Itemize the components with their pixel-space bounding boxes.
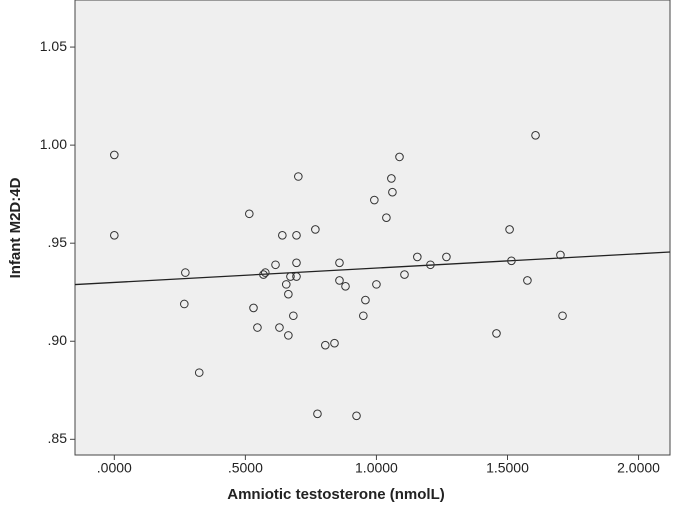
data-point bbox=[413, 252, 422, 262]
data-point bbox=[292, 272, 301, 281]
data-point bbox=[531, 131, 540, 140]
data-point bbox=[180, 299, 189, 309]
data-point bbox=[110, 150, 119, 160]
data-point bbox=[278, 231, 287, 240]
data-point bbox=[313, 409, 322, 419]
x-tick-label: .5000 bbox=[228, 460, 263, 476]
data-point bbox=[492, 329, 501, 338]
data-point bbox=[372, 280, 381, 289]
data-point bbox=[382, 213, 391, 222]
data-point bbox=[505, 225, 514, 234]
data-point bbox=[249, 303, 258, 313]
data-point bbox=[271, 260, 280, 270]
data-point bbox=[341, 282, 350, 291]
data-point bbox=[275, 323, 284, 332]
data-point bbox=[335, 276, 344, 285]
data-point bbox=[311, 225, 320, 234]
data-point bbox=[294, 172, 303, 181]
x-tick-label: 1.5000 bbox=[486, 460, 529, 476]
plot-area bbox=[74, 0, 671, 456]
data-point bbox=[359, 311, 368, 321]
data-point bbox=[194, 368, 204, 377]
data-point bbox=[558, 311, 567, 321]
data-point bbox=[110, 231, 119, 240]
fit-line bbox=[74, 251, 671, 286]
y-tick-label: 1.00 bbox=[40, 136, 67, 152]
data-point bbox=[259, 270, 268, 279]
data-point bbox=[352, 411, 361, 421]
data-point bbox=[253, 323, 262, 332]
x-tick-label: .0000 bbox=[97, 460, 132, 476]
data-point bbox=[387, 174, 396, 183]
x-axis-title: Amniotic testosterone (nmolL) bbox=[227, 486, 445, 503]
data-point bbox=[260, 268, 270, 277]
data-point bbox=[556, 250, 565, 260]
data-point bbox=[292, 258, 301, 268]
data-point bbox=[281, 280, 291, 289]
x-tick-label: 2.0000 bbox=[617, 460, 660, 476]
data-point bbox=[335, 258, 344, 268]
x-tick-label: 1.0000 bbox=[355, 460, 398, 476]
data-point bbox=[284, 289, 293, 299]
data-point bbox=[388, 187, 397, 197]
data-point bbox=[523, 276, 532, 285]
y-tick-label: .90 bbox=[48, 332, 68, 348]
data-point bbox=[361, 295, 370, 305]
data-point bbox=[395, 152, 404, 162]
data-point bbox=[330, 338, 339, 348]
data-point bbox=[289, 311, 298, 321]
data-point bbox=[284, 331, 293, 340]
data-point bbox=[442, 252, 451, 262]
y-tick-label: .95 bbox=[48, 234, 68, 250]
data-point bbox=[181, 268, 190, 277]
data-point bbox=[400, 270, 409, 279]
y-axis-title: Infant M2D:4D bbox=[7, 177, 24, 278]
data-point bbox=[286, 272, 295, 281]
data-point bbox=[426, 260, 435, 270]
data-point bbox=[321, 340, 330, 350]
data-point bbox=[370, 195, 379, 205]
data-point bbox=[292, 231, 301, 240]
y-tick-label: 1.05 bbox=[40, 38, 67, 54]
data-point bbox=[507, 256, 516, 266]
y-tick-label: .85 bbox=[48, 430, 68, 446]
data-point bbox=[245, 209, 254, 219]
